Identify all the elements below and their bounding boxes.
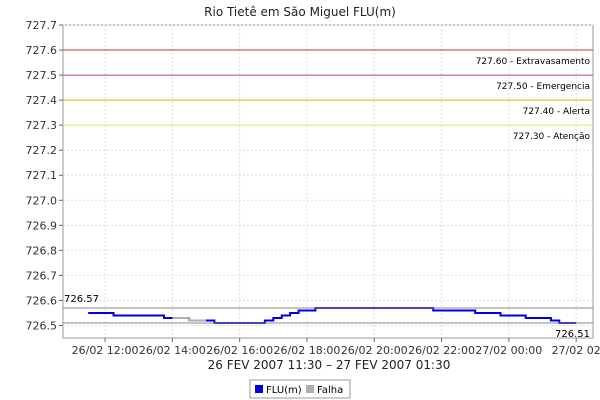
y-tick-label: 727.1	[26, 169, 58, 182]
x-tick-label: 26/02 14:00	[139, 344, 206, 357]
x-tick-label: 26/02 18:00	[274, 344, 341, 357]
y-tick-label: 726.7	[26, 269, 58, 282]
series-layer	[88, 307, 577, 324]
legend-swatch	[306, 385, 314, 393]
y-tick-label: 726.6	[26, 294, 58, 307]
y-tick-label: 727.3	[26, 119, 58, 132]
threshold-label: 727.60 - Extravasamento	[476, 57, 591, 67]
y-tick-label: 726.8	[26, 244, 58, 257]
series-line-falha	[172, 317, 206, 322]
threshold-label: 727.40 - Alerta	[523, 107, 590, 117]
x-tick-label: 26/02 22:00	[408, 344, 475, 357]
y-tick-label: 727.2	[26, 144, 58, 157]
legend-label: FLU(m)	[266, 385, 302, 396]
x-axis: 26/02 12:00 26/02 14:00 26/02 16:00 26/02 1…	[72, 338, 600, 357]
y-tick-label: 727.5	[26, 69, 58, 82]
last-value-label: 726.51	[555, 329, 590, 340]
x-tick-label: 26/02 20:00	[341, 344, 408, 357]
threshold-lines: 727.60 - Extravasamento 727.50 - Emergenc…	[63, 49, 593, 142]
y-tick-label: 726.9	[26, 219, 58, 232]
annotations: 726.57 726.51	[63, 294, 593, 340]
plot-border	[62, 24, 594, 339]
legend: FLU(m) Falha	[249, 379, 351, 399]
y-tick-label: 727.4	[26, 94, 58, 107]
y-tick-label: 726.5	[26, 319, 58, 332]
x-tick-label: 27/02 00:00	[475, 344, 542, 357]
y-tick-label: 727.0	[26, 194, 58, 207]
x-tick-label: 26/02 12:00	[72, 344, 139, 357]
chart-title: Rio Tietê em São Miguel FLU(m)	[204, 5, 396, 19]
y-tick-label: 727.7	[26, 19, 58, 32]
x-tick-label: 26/02 16:00	[206, 344, 273, 357]
x-axis-label: 26 FEV 2007 11:30 – 27 FEV 2007 01:30	[208, 358, 451, 372]
y-tick-label: 727.6	[26, 44, 58, 57]
x-tick-label: 27/02 02	[552, 344, 600, 357]
plot-area	[62, 24, 594, 339]
threshold-label: 727.50 - Emergencia	[496, 82, 590, 92]
legend-box	[249, 379, 351, 399]
legend-swatch	[255, 385, 263, 393]
y-axis: 726.5 726.6 726.7 726.8 726.9 727.0 727.1 727.2…	[26, 19, 63, 332]
threshold-label: 727.30 - Atenção	[513, 132, 591, 142]
legend-label: Falha	[317, 385, 343, 396]
max-value-label: 726.57	[64, 294, 99, 305]
